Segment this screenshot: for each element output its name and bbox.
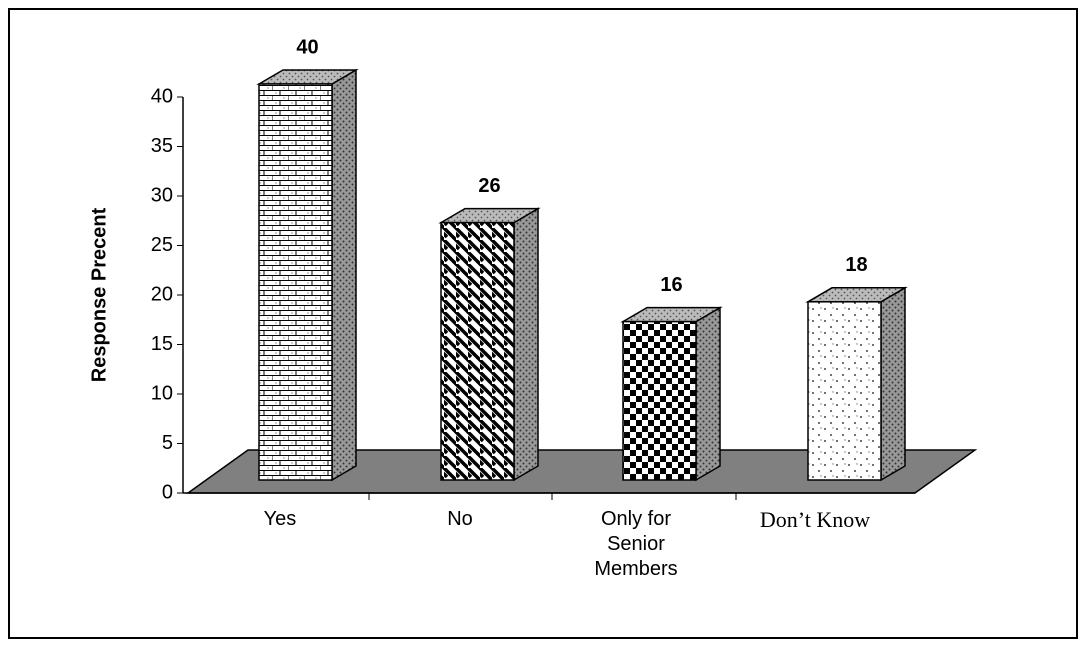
y-tick-label: 20 [151, 283, 173, 305]
y-tick-label: 35 [151, 135, 173, 157]
value-label: 18 [845, 254, 867, 276]
x-tick-label: Don’t Know [759, 507, 871, 532]
bar-side [880, 286, 906, 482]
y-axis-label: Response Precent [88, 207, 110, 382]
y-tick-label: 30 [151, 184, 173, 206]
bar [807, 301, 882, 481]
chart-frame [8, 8, 1078, 639]
y-tick-label: 40 [151, 85, 173, 107]
x-tick-label: Only for Senior Members [594, 508, 678, 580]
value-label: 40 [296, 36, 318, 58]
bar-side [513, 207, 539, 482]
y-tick-label: 5 [162, 432, 173, 454]
bar [622, 320, 697, 481]
x-tick-label: Yes [263, 508, 297, 530]
bar-side [695, 306, 721, 482]
value-label: 16 [660, 274, 682, 296]
bar [258, 83, 333, 481]
y-tick-label: 25 [151, 234, 173, 256]
bar [440, 221, 515, 481]
y-tick-label: 15 [151, 333, 173, 355]
value-label: 26 [478, 175, 500, 197]
y-tick-label: 0 [162, 481, 173, 503]
x-tick-label: No [447, 508, 473, 530]
y-tick-label: 10 [151, 382, 173, 404]
bar-side [331, 68, 357, 482]
